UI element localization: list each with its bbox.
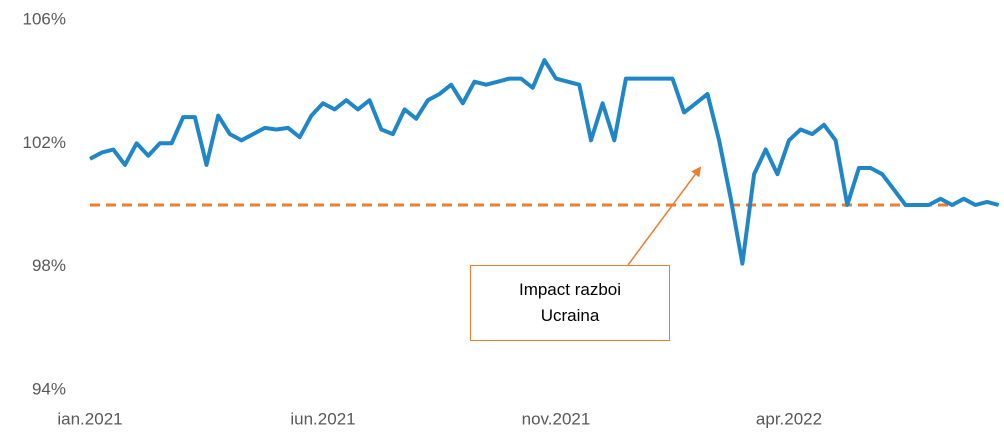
annotation: Impact razboi Ucraina bbox=[470, 265, 670, 341]
x-tick-label: nov.2021 bbox=[522, 409, 591, 428]
x-tick-label: ian.2021 bbox=[57, 409, 122, 428]
data-line bbox=[89, 58, 1000, 266]
x-tick-label: apr.2022 bbox=[756, 409, 822, 428]
y-tick-label: 106% bbox=[23, 9, 66, 28]
y-tick-label: 102% bbox=[23, 133, 66, 152]
annotation-arrow bbox=[627, 166, 702, 266]
y-tick-label: 98% bbox=[32, 256, 66, 275]
x-tick-label: iun.2021 bbox=[290, 409, 355, 428]
y-tick-label: 94% bbox=[32, 379, 66, 398]
